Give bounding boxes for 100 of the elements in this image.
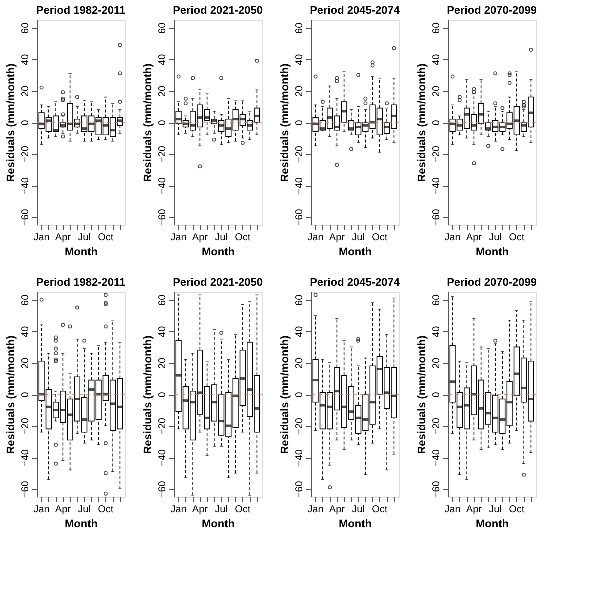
y-tick-label: 40 [294, 326, 306, 338]
x-tick-label: Oct [235, 504, 251, 516]
y-tick-label: 20 [294, 85, 306, 98]
y-tick-label: 40 [20, 326, 32, 338]
y-tick-label: 20 [432, 85, 442, 98]
x-axis-title: Month [202, 246, 236, 258]
y-tick-label: −40 [158, 449, 168, 467]
y-tick-label: −40 [20, 177, 32, 195]
y-axis-title: Residuals (mm/month) [142, 63, 154, 182]
y-tick-label: −60 [20, 480, 32, 498]
x-tick-label: Apr [329, 232, 346, 244]
x-tick-label: Jan [170, 232, 187, 244]
chart-title: Period 2045-2074 [310, 276, 401, 289]
y-tick-label: −20 [432, 418, 442, 436]
y-tick-label: 40 [432, 54, 442, 66]
y-tick-label: −20 [432, 146, 442, 164]
chart-title: Period 1982-2011 [36, 5, 126, 17]
y-tick-label: 0 [294, 120, 306, 126]
y-tick-label: 40 [158, 54, 168, 66]
x-tick-label: Jul [215, 504, 228, 516]
x-tick-label: Jul [78, 504, 91, 516]
x-tick-label: Jul [489, 232, 502, 244]
x-tick-label: Jul [78, 232, 91, 244]
x-axis-title: Month [65, 246, 98, 258]
chart-title: Period 2070-2099 [447, 277, 537, 289]
y-tick-label: −40 [158, 177, 168, 195]
x-tick-label: Jan [170, 504, 187, 516]
y-tick-label: −40 [432, 449, 442, 467]
y-tick-label: 40 [432, 326, 442, 338]
y-tick-label: 0 [158, 392, 168, 398]
y-tick-label: −60 [432, 480, 442, 498]
x-axis-title: Month [339, 518, 372, 530]
y-tick-label: −40 [294, 449, 306, 467]
x-tick-label: Jan [444, 504, 461, 516]
y-tick-label: −20 [158, 418, 168, 436]
x-axis-title: Month [202, 518, 236, 530]
y-tick-label: 60 [20, 22, 32, 34]
y-tick-label: 0 [20, 120, 32, 126]
y-tick-label: 20 [432, 357, 442, 370]
y-tick-label: 0 [432, 120, 442, 126]
y-axis-title: Residuals (mm/month) [280, 63, 292, 182]
y-axis-title: Residuals (mm/month) [142, 335, 154, 454]
y-tick-label: 0 [432, 392, 442, 398]
y-tick-label: 60 [294, 22, 306, 34]
x-axis-title: Month [65, 518, 98, 530]
x-tick-label: Jul [215, 232, 228, 244]
y-axis-title: Residuals (mm/month) [416, 63, 428, 182]
y-tick-label: 20 [158, 357, 168, 370]
y-tick-label: 40 [158, 326, 168, 338]
y-tick-label: 60 [158, 22, 168, 34]
y-tick-label: −40 [294, 177, 306, 195]
y-tick-label: −20 [294, 418, 306, 436]
y-tick-label: −60 [432, 208, 442, 226]
y-tick-label: 40 [20, 54, 32, 66]
y-tick-label: 0 [20, 392, 32, 398]
chart-title: Period 2070-2099 [447, 5, 537, 17]
y-tick-label: 20 [294, 357, 306, 370]
y-tick-label: −20 [294, 146, 306, 164]
x-tick-label: Apr [466, 232, 483, 244]
y-axis-title: Residuals (mm/month) [6, 63, 18, 182]
y-tick-label: 60 [432, 22, 442, 34]
y-tick-label: −60 [158, 208, 168, 226]
x-tick-label: Oct [372, 504, 388, 516]
y-tick-label: 20 [20, 85, 32, 98]
x-tick-label: Apr [329, 504, 346, 516]
x-tick-label: Apr [55, 504, 72, 516]
x-tick-label: Apr [466, 504, 483, 516]
y-tick-label: −60 [158, 480, 168, 498]
y-axis-title: Residuals (mm/month) [280, 335, 292, 454]
y-tick-label: 0 [294, 392, 306, 398]
x-tick-label: Apr [192, 232, 209, 244]
y-tick-label: 60 [294, 294, 306, 306]
x-tick-label: Oct [98, 232, 114, 244]
y-tick-label: 60 [158, 294, 168, 306]
y-tick-label: −20 [20, 146, 32, 164]
y-tick-label: 20 [158, 85, 168, 98]
x-tick-label: Jan [444, 232, 461, 244]
y-tick-label: −20 [158, 146, 168, 164]
y-tick-label: −60 [294, 208, 306, 226]
x-tick-label: Jan [308, 504, 324, 516]
x-tick-label: Jul [489, 504, 502, 516]
x-tick-label: Oct [235, 232, 251, 244]
x-tick-label: Apr [55, 232, 72, 244]
y-tick-label: −60 [294, 480, 306, 498]
x-axis-title: Month [476, 246, 510, 258]
y-tick-label: 60 [432, 294, 442, 306]
chart-title: Period 1982-2011 [36, 276, 126, 289]
y-tick-label: −20 [20, 418, 32, 436]
y-tick-label: −40 [432, 177, 442, 195]
x-tick-label: Jan [34, 232, 50, 244]
x-tick-label: Jul [352, 232, 365, 244]
y-tick-label: −40 [20, 449, 32, 467]
chart-title: Period 2021-2050 [173, 277, 263, 289]
y-tick-label: 60 [20, 294, 32, 306]
x-axis-title: Month [476, 518, 510, 530]
x-axis-title: Month [339, 246, 372, 258]
y-tick-label: 0 [158, 120, 168, 126]
chart-title: Period 2021-2050 [173, 5, 263, 17]
chart-title: Period 2045-2074 [310, 5, 401, 17]
x-tick-label: Jan [308, 232, 324, 244]
